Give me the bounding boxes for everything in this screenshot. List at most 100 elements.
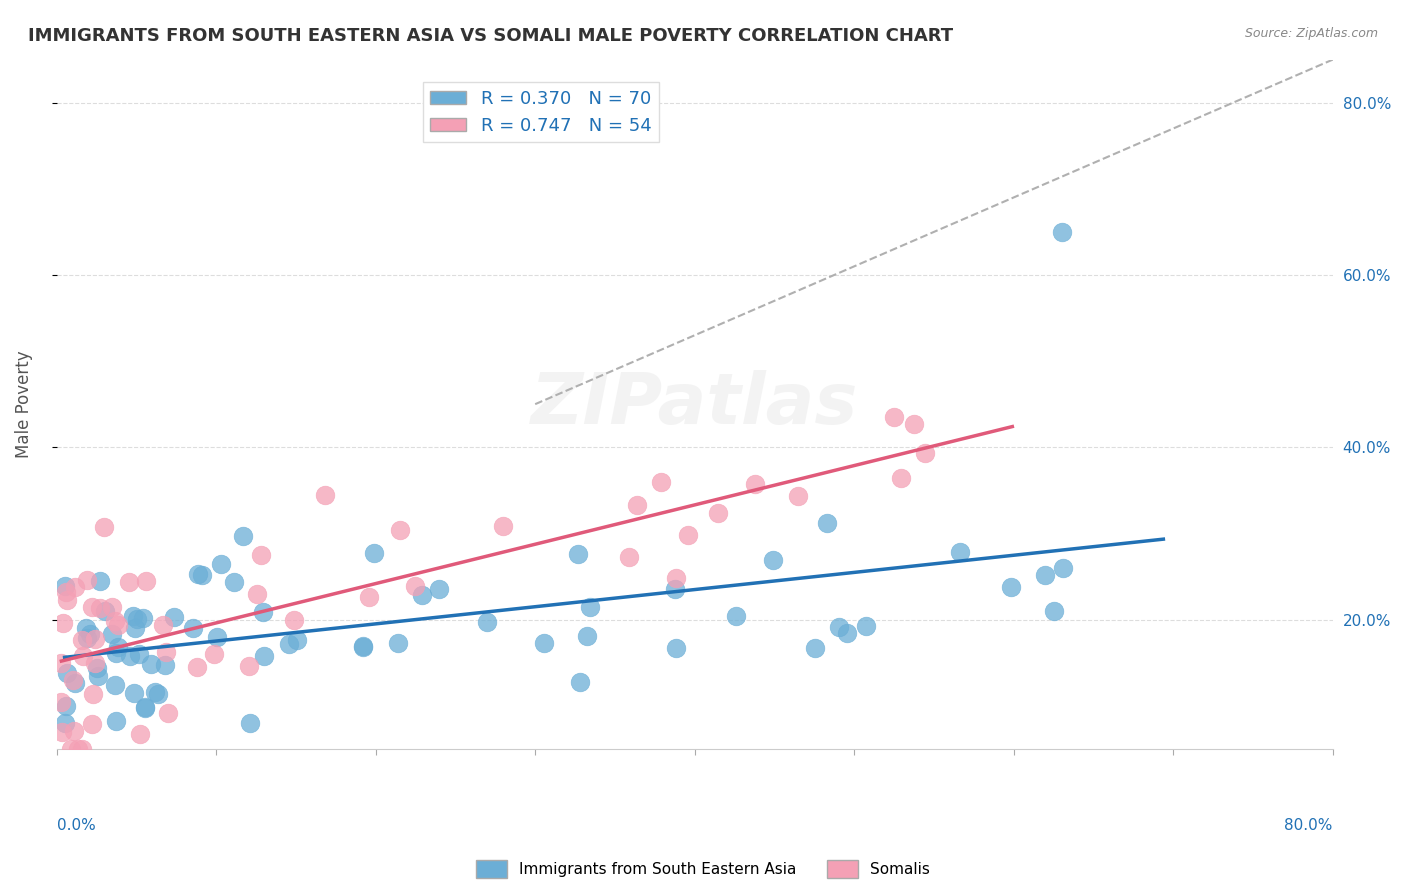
Somalis (283, 613, 305, 627)
Legend: Immigrants from South Eastern Asia, Somalis: Immigrants from South Eastern Asia, Soma… (470, 854, 936, 884)
Immigrants from South Eastern Asia (352, 639, 374, 653)
Somalis (135, 574, 157, 588)
Immigrants from South Eastern Asia (1050, 225, 1073, 239)
Somalis (62, 724, 84, 739)
Immigrants from South Eastern Asia (1033, 568, 1056, 582)
Somalis (59, 741, 82, 756)
Immigrants from South Eastern Asia (132, 611, 155, 625)
Somalis (107, 618, 129, 632)
Immigrants from South Eastern Asia (105, 646, 128, 660)
Somalis (678, 528, 700, 542)
Immigrants from South Eastern Asia (762, 552, 785, 566)
Somalis (66, 741, 89, 756)
Immigrants from South Eastern Asia (104, 677, 127, 691)
Immigrants from South Eastern Asia (575, 629, 598, 643)
Immigrants from South Eastern Asia (579, 600, 602, 615)
Somalis (903, 417, 925, 431)
Text: Source: ZipAtlas.com: Source: ZipAtlas.com (1244, 27, 1378, 40)
Y-axis label: Male Poverty: Male Poverty (15, 351, 32, 458)
Somalis (62, 673, 84, 688)
Somalis (404, 579, 426, 593)
Immigrants from South Eastern Asia (55, 698, 77, 713)
Immigrants from South Eastern Asia (949, 545, 972, 559)
Immigrants from South Eastern Asia (804, 641, 827, 656)
Somalis (72, 741, 94, 756)
Immigrants from South Eastern Asia (86, 661, 108, 675)
Somalis (152, 618, 174, 632)
Immigrants from South Eastern Asia (141, 657, 163, 672)
Somalis (665, 571, 688, 585)
Immigrants from South Eastern Asia (124, 621, 146, 635)
Immigrants from South Eastern Asia (567, 547, 589, 561)
Somalis (82, 687, 104, 701)
Immigrants from South Eastern Asia (76, 631, 98, 645)
Immigrants from South Eastern Asia (232, 528, 254, 542)
Somalis (314, 487, 336, 501)
Somalis (82, 717, 104, 731)
Immigrants from South Eastern Asia (181, 622, 204, 636)
Immigrants from South Eastern Asia (153, 658, 176, 673)
Somalis (51, 725, 73, 739)
Somalis (246, 587, 269, 601)
Immigrants from South Eastern Asia (1000, 581, 1022, 595)
Somalis (202, 647, 225, 661)
Somalis (104, 614, 127, 628)
Immigrants from South Eastern Asia (239, 715, 262, 730)
Somalis (72, 648, 94, 663)
Immigrants from South Eastern Asia (53, 579, 76, 593)
Somalis (76, 573, 98, 587)
Immigrants from South Eastern Asia (533, 636, 555, 650)
Somalis (744, 477, 766, 491)
Immigrants from South Eastern Asia (252, 605, 274, 619)
Somalis (89, 601, 111, 615)
Text: IMMIGRANTS FROM SOUTH EASTERN ASIA VS SOMALI MALE POVERTY CORRELATION CHART: IMMIGRANTS FROM SOUTH EASTERN ASIA VS SO… (28, 27, 953, 45)
Somalis (51, 616, 73, 631)
Somalis (707, 506, 730, 520)
Immigrants from South Eastern Asia (104, 714, 127, 729)
Immigrants from South Eastern Asia (107, 640, 129, 654)
Immigrants from South Eastern Asia (122, 608, 145, 623)
Immigrants from South Eastern Asia (120, 648, 142, 663)
Immigrants from South Eastern Asia (253, 649, 276, 664)
Immigrants from South Eastern Asia (387, 636, 409, 650)
Immigrants from South Eastern Asia (55, 666, 77, 681)
Somalis (155, 645, 177, 659)
Immigrants from South Eastern Asia (122, 685, 145, 699)
Immigrants from South Eastern Asia (1052, 561, 1074, 575)
Immigrants from South Eastern Asia (101, 627, 124, 641)
Immigrants from South Eastern Asia (363, 546, 385, 560)
Immigrants from South Eastern Asia (127, 612, 149, 626)
Somalis (63, 580, 86, 594)
Text: ZIPatlas: ZIPatlas (531, 369, 859, 439)
Somalis (101, 600, 124, 615)
Immigrants from South Eastern Asia (143, 685, 166, 699)
Immigrants from South Eastern Asia (134, 700, 156, 714)
Somalis (238, 658, 260, 673)
Immigrants from South Eastern Asia (63, 676, 86, 690)
Somalis (55, 585, 77, 599)
Somalis (83, 656, 105, 670)
Somalis (84, 632, 107, 647)
Somalis (650, 475, 672, 490)
Somalis (626, 498, 648, 512)
Immigrants from South Eastern Asia (222, 575, 245, 590)
Legend: R = 0.370   N = 70, R = 0.747   N = 54: R = 0.370 N = 70, R = 0.747 N = 54 (423, 82, 659, 142)
Immigrants from South Eastern Asia (277, 637, 299, 651)
Immigrants from South Eastern Asia (475, 615, 498, 630)
Somalis (889, 471, 911, 485)
Somalis (787, 489, 810, 503)
Immigrants from South Eastern Asia (815, 516, 838, 530)
Immigrants from South Eastern Asia (725, 609, 748, 624)
Immigrants from South Eastern Asia (411, 588, 433, 602)
Somalis (249, 549, 271, 563)
Somalis (93, 520, 115, 534)
Immigrants from South Eastern Asia (665, 640, 688, 655)
Somalis (491, 519, 513, 533)
Immigrants from South Eastern Asia (209, 557, 232, 571)
Immigrants from South Eastern Asia (79, 627, 101, 641)
Somalis (80, 599, 103, 614)
Immigrants from South Eastern Asia (569, 674, 592, 689)
Immigrants from South Eastern Asia (827, 619, 849, 633)
Somalis (156, 706, 179, 721)
Immigrants from South Eastern Asia (187, 566, 209, 581)
